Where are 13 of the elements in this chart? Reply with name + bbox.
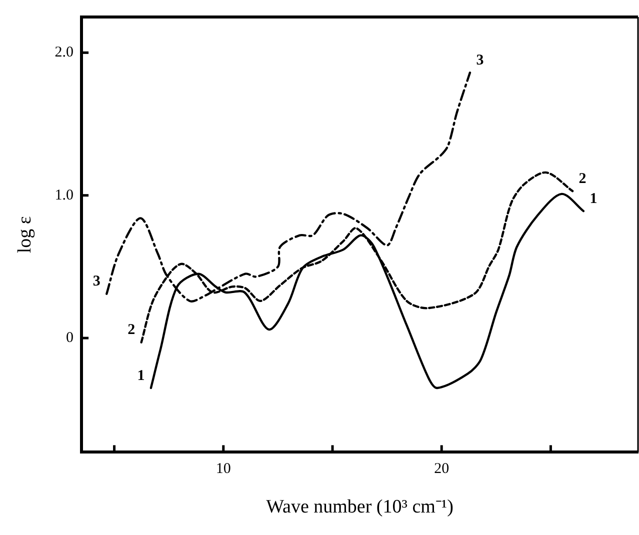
y-axis-title: log ε (14, 216, 36, 254)
series-label: 1 (137, 368, 145, 384)
text: 2 (578, 170, 586, 187)
y-tick-label: 2.0 (54, 44, 74, 61)
y-tick-label: 1.0 (54, 187, 74, 204)
series-label: 3 (92, 274, 100, 290)
text: 3 (476, 52, 484, 69)
y-tick-label: 0 (66, 330, 74, 346)
text: 1 (590, 190, 598, 207)
x-tick-label: 20 (434, 461, 450, 478)
x-tick-label: 10 (216, 461, 231, 478)
series-label: 2 (128, 322, 136, 338)
x-axis-title: Wave number (10³ cm⁻¹) (266, 496, 454, 518)
